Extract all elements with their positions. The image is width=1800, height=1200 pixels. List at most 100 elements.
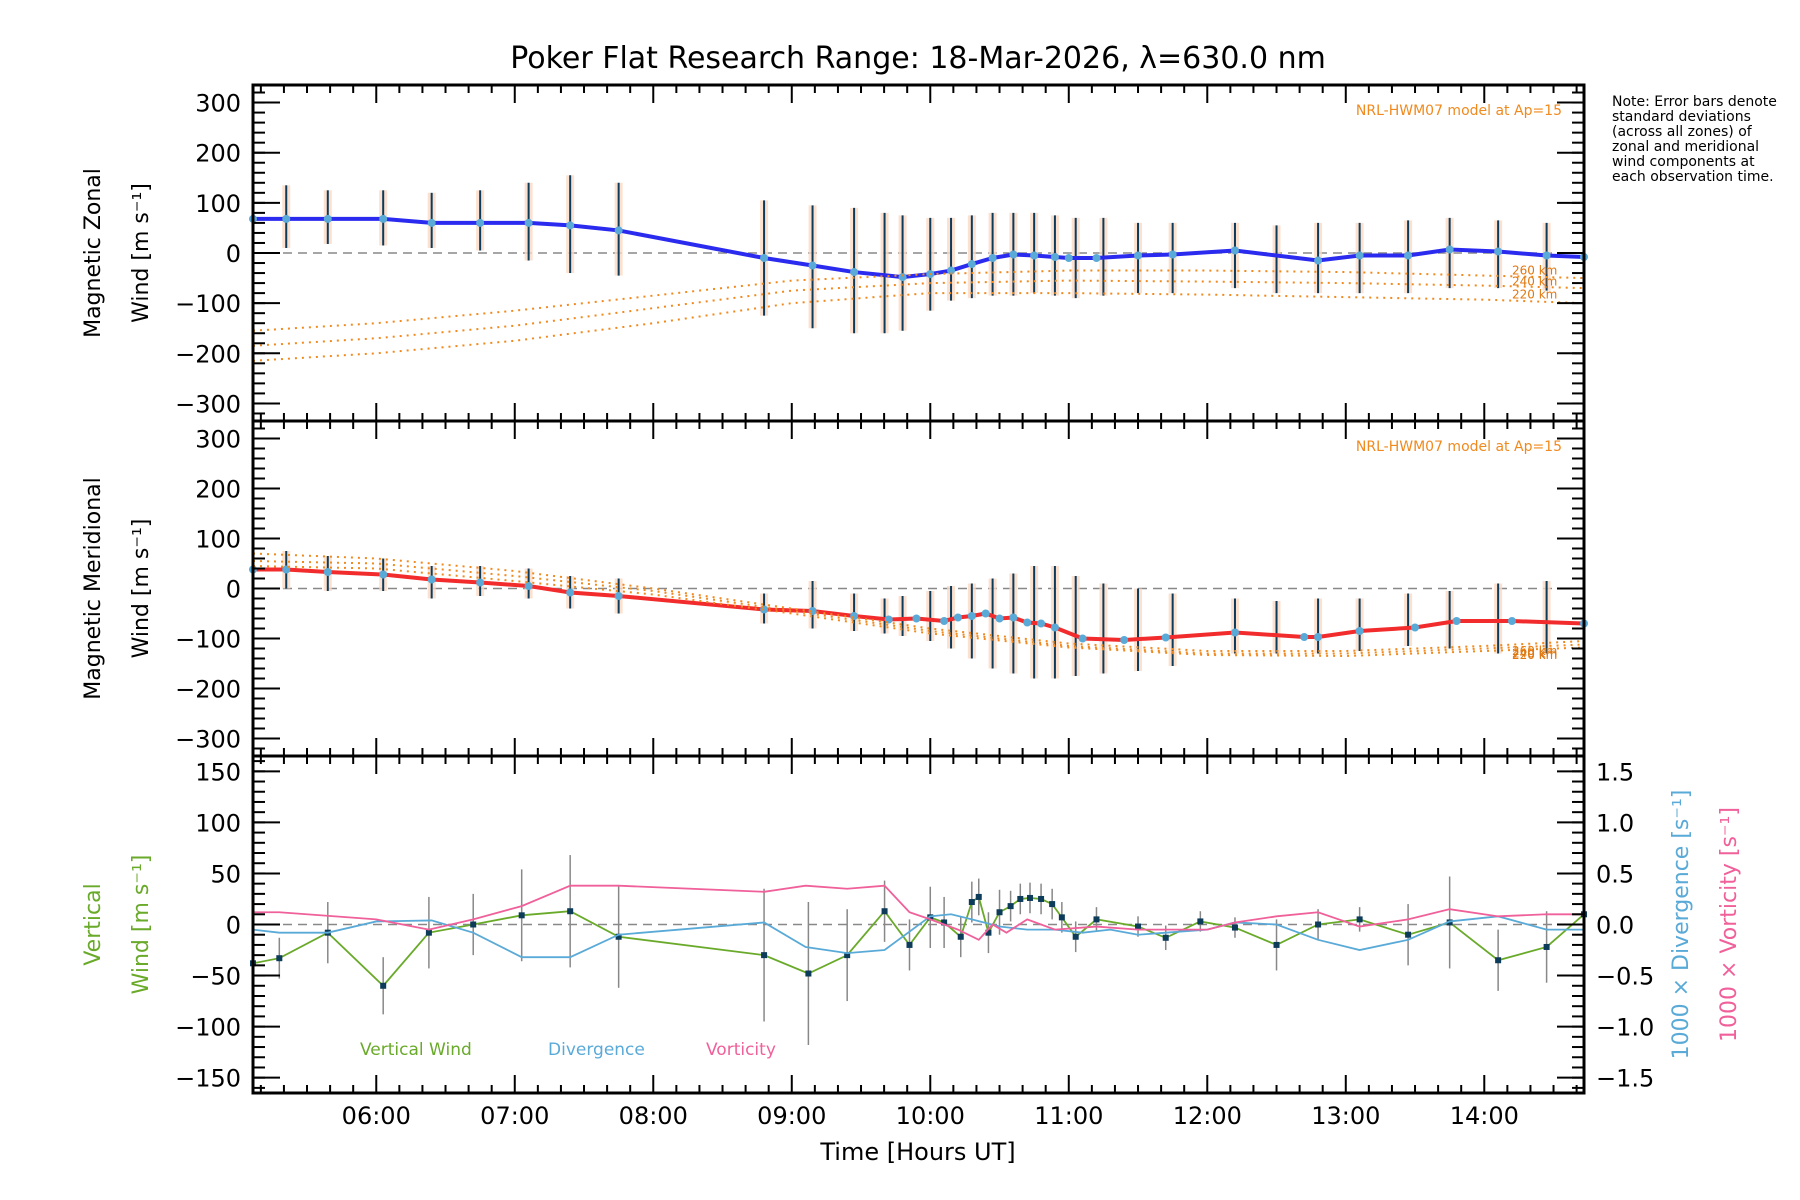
data-point — [1197, 918, 1204, 925]
data-point — [1093, 916, 1100, 923]
data-point — [1230, 246, 1239, 255]
x-axis-label: Time [Hours UT] — [819, 1138, 1015, 1166]
data-point — [1120, 636, 1129, 644]
x-tick-label: 10:00 — [896, 1102, 965, 1130]
y-label-line1: Vertical — [81, 883, 106, 965]
data-point — [1078, 634, 1087, 643]
data-point — [985, 929, 992, 936]
data-point — [805, 970, 812, 977]
data-point — [1007, 903, 1014, 910]
data-point — [1134, 251, 1143, 260]
data-point — [1507, 617, 1516, 625]
data-point — [476, 218, 485, 227]
data-point — [1273, 941, 1280, 948]
model-label: NRL-HWM07 model at Ap=15 — [1356, 103, 1562, 119]
data-point — [1058, 914, 1065, 921]
y-tick-label: 0 — [226, 912, 241, 940]
data-point — [380, 982, 387, 989]
data-point — [323, 568, 332, 576]
data-point — [1300, 633, 1309, 641]
data-point — [1009, 250, 1018, 259]
series-line-hwm07-260-km — [252, 552, 1585, 652]
data-point — [850, 612, 859, 620]
data-point — [1037, 619, 1046, 628]
chart-title: Poker Flat Research Range: 18-Mar-2026, … — [510, 41, 1326, 76]
model-altitude-label: 260 km — [1512, 264, 1557, 278]
y-tick-label: 50 — [210, 860, 241, 888]
data-point — [1411, 623, 1420, 632]
y-tick-label: −300 — [175, 726, 241, 754]
data-point — [1050, 623, 1059, 632]
y-tick-label: 200 — [195, 140, 241, 168]
y2-tick-label: 1.0 — [1596, 809, 1634, 837]
data-point — [427, 575, 436, 584]
data-point — [276, 955, 283, 962]
data-point — [912, 614, 921, 623]
data-point — [1542, 251, 1551, 260]
y-tick-label: −100 — [175, 1014, 241, 1042]
legend-item-vorticity: Vorticity — [706, 1040, 776, 1060]
series-line-hwm07-260-km — [252, 269, 1585, 332]
data-point — [760, 605, 769, 614]
y2-tick-label: 0.5 — [1596, 860, 1634, 888]
data-point — [614, 592, 623, 600]
y2-tick-label: 1.5 — [1596, 758, 1634, 786]
data-point — [1072, 933, 1079, 940]
data-point — [761, 952, 768, 959]
data-point — [1452, 617, 1461, 625]
y-tick-label: 300 — [195, 90, 241, 118]
data-point — [614, 226, 623, 235]
data-point — [808, 261, 817, 270]
y-tick-label: −300 — [175, 390, 241, 418]
data-point — [1445, 245, 1454, 254]
y2-tick-label: −1.0 — [1596, 1014, 1654, 1042]
data-point — [1495, 957, 1502, 964]
data-point — [1543, 943, 1550, 950]
x-tick-label: 08:00 — [619, 1102, 688, 1130]
model-altitude-label: 240 km — [1512, 275, 1557, 289]
data-point — [425, 929, 432, 936]
data-point — [940, 617, 949, 625]
panel-vertical: 150 100 50 0 −50 −100 −150 1.5 1.0 0.5 0.0 −0.5 −1.0… — [81, 754, 1742, 1095]
data-point — [1355, 627, 1364, 635]
data-point — [567, 908, 574, 915]
series-line-zonal-wind — [253, 216, 1585, 280]
error-bar-note: Note: Error bars denote standard deviati… — [1612, 94, 1777, 185]
data-point — [975, 893, 982, 900]
data-point — [844, 952, 851, 959]
data-point — [1161, 633, 1170, 642]
data-point — [1404, 251, 1413, 260]
y-tick-label: 0 — [226, 240, 241, 268]
y-label-line2: Wind [m s⁻¹] — [129, 519, 154, 659]
data-point — [898, 273, 907, 282]
data-point — [1092, 254, 1101, 263]
data-point — [1231, 924, 1238, 931]
y-tick-label: −150 — [175, 1065, 241, 1093]
data-point — [953, 613, 962, 622]
data-point — [1038, 895, 1045, 902]
data-point — [1026, 894, 1033, 901]
data-point — [427, 218, 436, 227]
data-point — [995, 614, 1004, 623]
data-point — [941, 919, 948, 926]
data-point — [1049, 901, 1056, 908]
data-point — [1162, 934, 1169, 941]
series-line-divergence — [252, 913, 1584, 959]
y-tick-label: 300 — [195, 426, 241, 454]
y-label-line2: Wind [m s⁻¹] — [129, 183, 154, 323]
data-point — [615, 933, 622, 940]
data-point — [470, 921, 477, 928]
data-point — [967, 260, 976, 269]
legend-item-divergence: Divergence — [548, 1040, 645, 1060]
y2-tick-label: −1.5 — [1596, 1065, 1654, 1093]
data-point — [947, 266, 956, 275]
data-point — [524, 582, 533, 590]
model-label: NRL-HWM07 model at Ap=15 — [1356, 439, 1562, 455]
data-point — [566, 221, 575, 230]
series-line-meridional-wind — [253, 567, 1585, 643]
y-tick-label: 200 — [195, 476, 241, 504]
data-point — [968, 899, 975, 906]
data-point — [476, 578, 485, 587]
